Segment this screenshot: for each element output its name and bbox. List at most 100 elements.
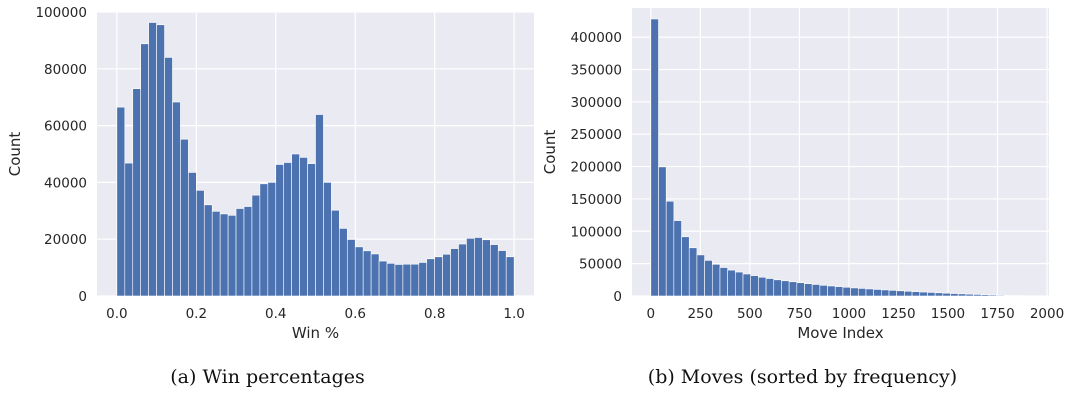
histogram-bar xyxy=(172,101,181,297)
histogram-bar xyxy=(235,208,245,297)
histogram-bar xyxy=(339,228,348,297)
y-axis-label: Count xyxy=(541,130,559,175)
histogram-bar xyxy=(482,239,491,297)
x-tick-label: 1500 xyxy=(931,306,965,322)
histogram-bar xyxy=(827,285,836,297)
histogram-bar xyxy=(196,190,205,297)
histogram-bar xyxy=(950,293,959,297)
histogram-bar xyxy=(781,280,790,297)
histogram-bar xyxy=(927,292,936,297)
x-tick-label: 0.2 xyxy=(186,306,207,322)
histogram-bar xyxy=(742,273,751,297)
histogram-bar xyxy=(466,238,475,297)
histogram-bar xyxy=(243,206,253,297)
y-tick-label: 350000 xyxy=(570,62,622,78)
histogram-bar xyxy=(394,264,404,297)
y-tick-label: 100000 xyxy=(570,224,622,240)
histogram-bar xyxy=(1003,295,1013,297)
histogram-bar xyxy=(267,182,277,297)
histogram-bar xyxy=(283,162,292,297)
histogram-bar xyxy=(788,281,798,297)
histogram-bar xyxy=(251,194,261,297)
y-axis-label: Count xyxy=(6,132,24,177)
histogram-bar xyxy=(857,288,867,297)
histogram-bar xyxy=(505,256,515,297)
histogram-bar xyxy=(773,279,782,297)
histogram-bar xyxy=(410,263,420,297)
y-tick-label: 100000 xyxy=(35,5,87,21)
x-axis-label: Move Index xyxy=(797,324,883,342)
caption-a: (a) Win percentages xyxy=(170,366,365,388)
histogram-bar xyxy=(719,267,728,297)
histogram-bar xyxy=(980,294,990,297)
histogram-bar xyxy=(696,254,705,297)
plot-area xyxy=(632,8,1049,296)
histogram-bar xyxy=(299,157,308,297)
histogram-bar xyxy=(219,213,229,297)
y-tick-label: 20000 xyxy=(44,232,87,248)
y-tick-label: 80000 xyxy=(44,62,87,78)
histogram-bar xyxy=(896,290,905,297)
histogram-bar xyxy=(665,200,675,297)
y-tick-label: 200000 xyxy=(570,160,622,176)
caption-b: (b) Moves (sorted by frequency) xyxy=(647,366,958,388)
x-tick-label: 500 xyxy=(737,306,763,322)
histogram-bar xyxy=(211,211,221,297)
histogram-bar xyxy=(942,292,951,297)
win-percentage-histogram: 0.0 0.2 0.4 0.6 0.8 1.0 0 20000 40000 60000 80000 1… xyxy=(6,5,534,342)
histogram-bar xyxy=(450,248,459,297)
histogram-bar xyxy=(873,289,882,297)
histogram-bar xyxy=(386,263,396,297)
histogram-bar xyxy=(434,256,443,297)
histogram-bar xyxy=(354,246,364,297)
y-tick-label: 250000 xyxy=(570,127,622,143)
histogram-bar xyxy=(315,114,324,297)
x-tick-label: 0 xyxy=(647,306,656,322)
histogram-bar xyxy=(323,182,332,297)
histogram-bar xyxy=(227,215,237,297)
histogram-bar xyxy=(124,162,134,297)
histogram-bar xyxy=(156,24,165,297)
histogram-bar xyxy=(188,172,197,297)
histogram-bar xyxy=(275,164,285,297)
x-tick-label: 2000 xyxy=(1030,306,1064,322)
histogram-bar xyxy=(203,204,213,297)
histogram-bar xyxy=(259,183,269,297)
histogram-bar xyxy=(957,293,967,297)
x-tick-label: 0.8 xyxy=(424,306,445,322)
histogram-bar xyxy=(765,278,775,297)
histogram-bar xyxy=(673,220,682,297)
histogram-bar xyxy=(164,57,173,297)
move-frequency-histogram: 0 250 500 750 1000 1250 1500 1750 2000 0 50000 1000… xyxy=(541,8,1064,342)
histogram-bar xyxy=(711,263,721,297)
x-tick-label: 1000 xyxy=(832,306,866,322)
histogram-bar xyxy=(919,291,928,297)
y-tick-label: 0 xyxy=(78,289,87,305)
histogram-bar xyxy=(116,106,126,297)
histogram-bar xyxy=(140,43,149,297)
x-tick-label: 750 xyxy=(787,306,813,322)
x-tick-label: 0.4 xyxy=(265,306,286,322)
histogram-bar xyxy=(489,244,499,297)
histogram-bar xyxy=(727,269,736,297)
histogram-bar xyxy=(904,290,913,297)
histogram-bar xyxy=(996,294,1005,297)
histogram-bar xyxy=(704,260,713,297)
histogram-bar xyxy=(865,288,874,297)
histogram-bar xyxy=(735,271,744,297)
histogram-bar xyxy=(442,253,451,297)
histogram-bar xyxy=(291,153,300,297)
histogram-bar xyxy=(474,237,483,297)
histogram-bar xyxy=(658,166,667,297)
histogram-bar xyxy=(888,290,897,297)
histogram-bar xyxy=(911,291,921,297)
y-tick-label: 300000 xyxy=(570,95,622,111)
histogram-bar xyxy=(362,250,372,297)
y-tick-label: 400000 xyxy=(570,30,622,46)
histogram-bar xyxy=(458,243,467,297)
y-tick-label: 0 xyxy=(613,289,622,305)
histogram-bar xyxy=(378,260,388,297)
x-tick-label: 250 xyxy=(687,306,713,322)
histogram-bar xyxy=(811,284,821,297)
x-tick-label: 1250 xyxy=(881,306,915,322)
